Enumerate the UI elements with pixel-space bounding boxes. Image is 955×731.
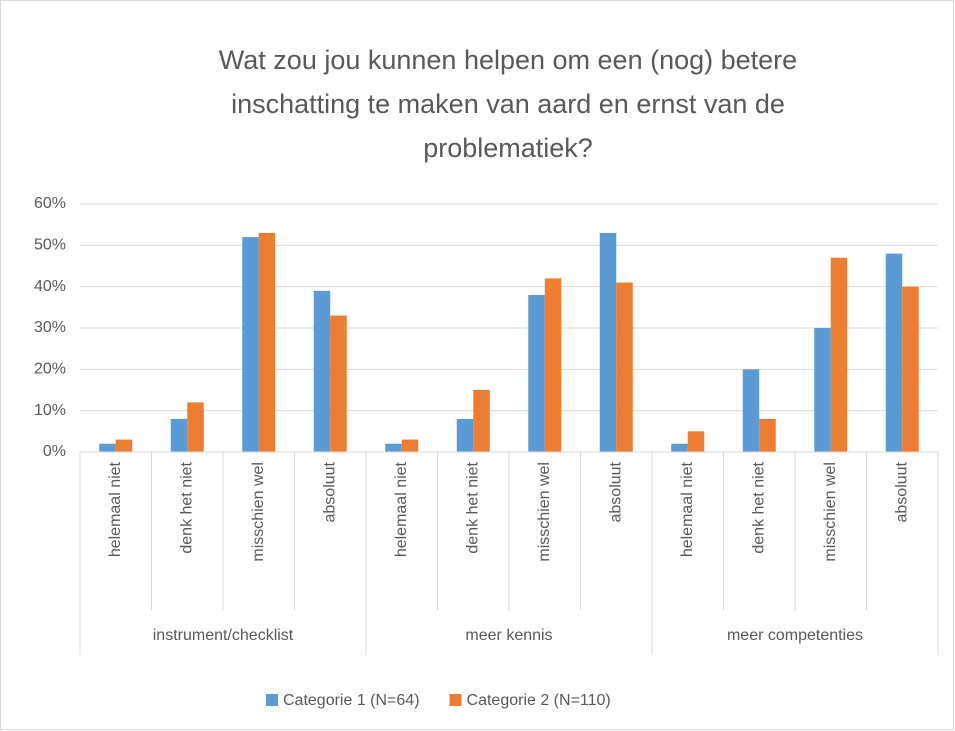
x-tick-label: helemaal niet <box>107 461 124 557</box>
bar <box>313 290 331 452</box>
bar <box>742 369 760 452</box>
bar <box>759 418 776 452</box>
x-tick-label: helemaal niet <box>393 461 410 557</box>
y-tick-label: 60% <box>34 195 66 212</box>
bar <box>671 443 688 452</box>
bar <box>456 418 474 452</box>
x-tick-label: absoluut <box>607 461 624 522</box>
y-tick-label: 30% <box>34 319 66 336</box>
x-tick-label: denk het niet <box>750 461 767 553</box>
x-tick-label: misschien wel <box>536 462 553 562</box>
bar <box>170 418 188 452</box>
y-tick-label: 50% <box>34 237 66 254</box>
bar <box>544 278 562 452</box>
chart-title: inschatting te maken van aard en ernst v… <box>231 89 785 119</box>
bar <box>330 315 347 452</box>
y-tick-label: 0% <box>43 443 66 460</box>
bar <box>599 232 617 452</box>
chart-title: Wat zou jou kunnen helpen om een (nog) b… <box>219 45 797 75</box>
x-group-label: meer competenties <box>727 627 863 644</box>
legend-swatch <box>449 694 462 706</box>
bar <box>528 294 545 452</box>
bar <box>401 439 419 452</box>
x-tick-label: helemaal niet <box>679 461 696 557</box>
y-tick-label: 20% <box>34 361 66 378</box>
bar <box>885 253 903 452</box>
bar <box>902 286 919 452</box>
bar <box>385 443 402 452</box>
bar <box>473 390 490 452</box>
bar <box>814 328 831 452</box>
bar <box>830 257 848 452</box>
x-tick-label: misschien wel <box>822 462 839 562</box>
x-tick-label: denk het niet <box>464 461 481 553</box>
x-group-label: meer kennis <box>465 627 552 644</box>
y-tick-label: 10% <box>34 402 66 419</box>
legend-swatch <box>266 694 278 706</box>
y-tick-label: 40% <box>34 278 66 295</box>
bar <box>99 443 116 452</box>
chart-title: problematiek? <box>423 133 593 163</box>
legend-label: Categorie 1 (N=64) <box>283 692 420 709</box>
x-tick-label: absoluut <box>893 461 910 522</box>
bar <box>616 282 633 452</box>
x-tick-label: absoluut <box>321 461 338 522</box>
bar <box>242 237 259 452</box>
x-tick-label: denk het niet <box>178 461 195 553</box>
x-tick-label: misschien wel <box>250 462 267 562</box>
legend-label: Categorie 2 (N=110) <box>467 692 611 709</box>
bar <box>258 232 276 452</box>
bar <box>115 439 133 452</box>
bar <box>187 402 204 452</box>
x-group-label: instrument/checklist <box>153 627 294 644</box>
bar <box>687 431 705 452</box>
